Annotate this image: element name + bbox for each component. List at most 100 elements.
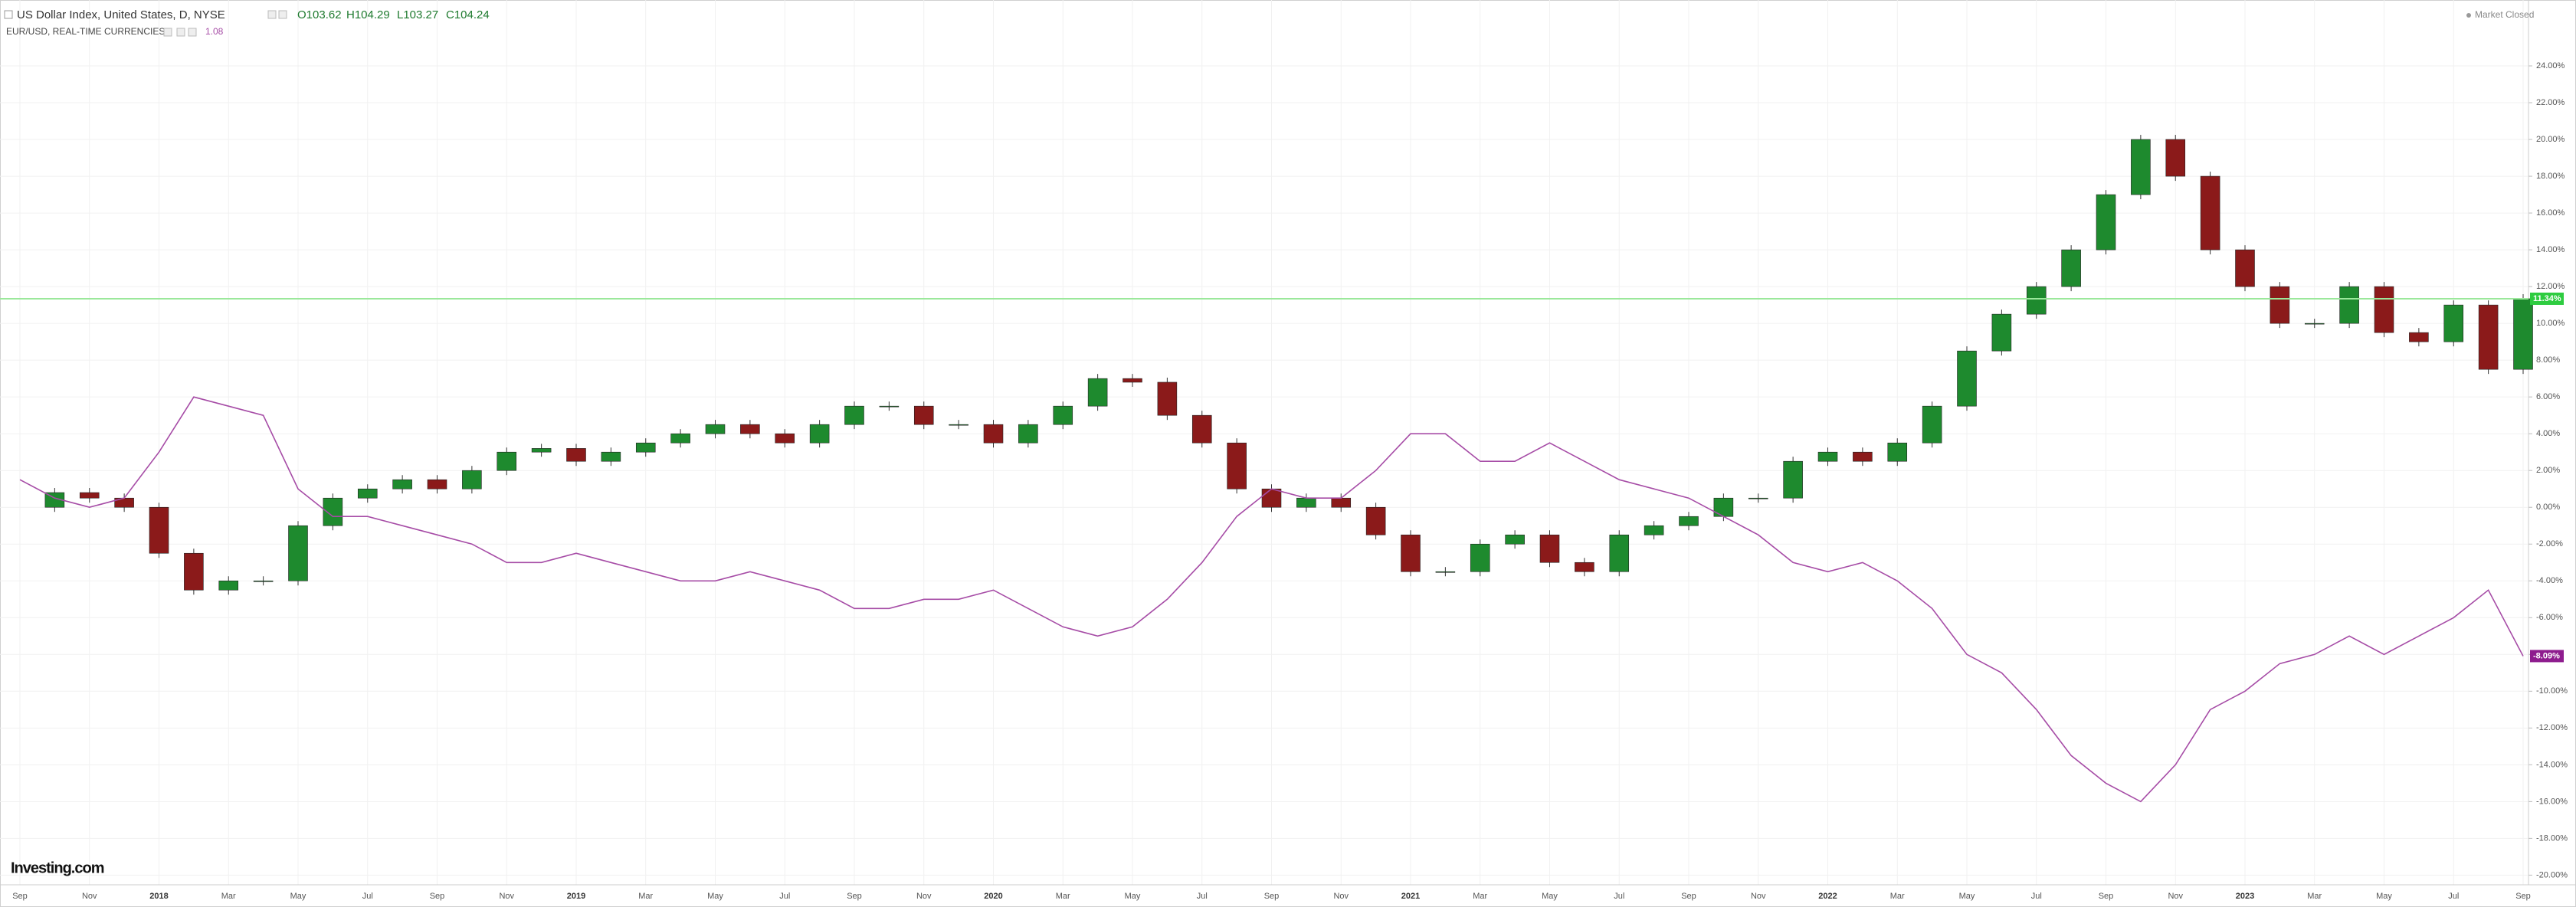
x-tick-label: May	[1125, 892, 1141, 901]
x-tick-label: Jul	[2031, 892, 2042, 901]
candle-body	[601, 451, 621, 462]
grid	[0, 0, 2528, 885]
y-tick-label: 10.00%	[2536, 319, 2565, 328]
collapse-icon[interactable]	[4, 10, 13, 19]
candle-body	[1853, 451, 1873, 462]
candle-body	[1609, 534, 1630, 572]
candle-body	[2061, 249, 2081, 287]
candle-body	[1331, 497, 1352, 508]
candle-body	[427, 479, 447, 490]
candle-body	[1122, 378, 1142, 383]
candle-body	[705, 424, 726, 434]
quote-close: C104.24	[446, 8, 490, 21]
settings-icon[interactable]	[176, 28, 185, 37]
x-tick-label: Sep	[1264, 892, 1280, 901]
x-tick-label: Mar	[2307, 892, 2322, 901]
close-icon[interactable]	[188, 28, 197, 37]
candle-body	[670, 433, 690, 444]
candle-body	[1817, 451, 1838, 462]
candle-body	[1922, 405, 1942, 444]
last-value-badge	[2530, 650, 2564, 663]
candle-body	[497, 451, 517, 471]
x-tick-label: Jul	[1614, 892, 1624, 901]
y-tick-label: -4.00%	[2536, 576, 2563, 585]
y-tick-label: 6.00%	[2536, 392, 2560, 401]
candle-body	[844, 405, 864, 425]
x-tick-label: Mar	[1056, 892, 1070, 901]
x-tick-label: 2021	[1401, 892, 1420, 901]
x-tick-label: Nov	[2168, 892, 2183, 901]
x-tick-label: Sep	[1681, 892, 1696, 901]
candle-body	[2200, 175, 2220, 250]
candle-body	[462, 470, 482, 490]
candle-body	[775, 433, 795, 444]
candle-body	[2026, 286, 2047, 315]
overlay-quote: 1.08	[205, 26, 224, 37]
candle-body	[2096, 194, 2116, 250]
candle-body	[740, 424, 760, 434]
x-tick-label: Mar	[1473, 892, 1487, 901]
candle-body	[1887, 442, 1908, 462]
candle-body	[983, 424, 1004, 444]
x-tick-label: Nov	[499, 892, 514, 901]
candle-body	[1191, 414, 1212, 444]
candle-body	[913, 405, 934, 425]
x-tick-label: Sep	[847, 892, 862, 901]
y-tick-label: -12.00%	[2536, 723, 2568, 732]
x-tick-label: 2023	[2236, 892, 2254, 901]
candle-body	[1783, 460, 1803, 499]
candle-body	[79, 492, 100, 499]
last-value-badge	[2530, 292, 2564, 305]
candle-body	[1679, 516, 1699, 526]
candle-body	[1713, 497, 1734, 517]
quote-open: O103.62	[297, 8, 342, 21]
x-tick-label: Jul	[362, 892, 373, 901]
candle-body	[1748, 497, 1768, 499]
x-tick-label: Sep	[2515, 892, 2531, 901]
candle-body	[1053, 405, 1073, 425]
y-tick-label: 0.00%	[2536, 503, 2560, 512]
candle-body	[1261, 488, 1282, 508]
x-tick-label: May	[1959, 892, 1975, 901]
x-tick-label: Mar	[221, 892, 236, 901]
candle-body	[2443, 304, 2464, 342]
candle-body	[44, 492, 65, 508]
candle-body	[1296, 497, 1316, 508]
settings-icon[interactable]	[163, 28, 172, 37]
series-line	[19, 396, 2524, 803]
candle-body	[1401, 534, 1421, 572]
x-tick-label: May	[290, 892, 306, 901]
x-tick-label: Sep	[430, 892, 445, 901]
y-tick-label: -18.00%	[2536, 833, 2568, 843]
x-tick-label: May	[707, 892, 723, 901]
candle-body	[531, 448, 552, 453]
x-tick-label: Nov	[1751, 892, 1766, 901]
x-tick-label: 2022	[1818, 892, 1837, 901]
candle-body	[149, 506, 169, 554]
candle-body	[1991, 313, 2012, 352]
candle-body	[2165, 139, 2186, 177]
x-tick-label: Sep	[12, 892, 28, 901]
candle-body	[635, 442, 656, 453]
candle-body	[2409, 332, 2429, 342]
close-icon[interactable]	[278, 10, 287, 19]
candle-body	[357, 488, 378, 499]
candle-body	[566, 448, 586, 462]
y-tick-label: 24.00%	[2536, 61, 2565, 70]
y-tick-label: 16.00%	[2536, 208, 2565, 218]
x-tick-label: Jul	[779, 892, 790, 901]
candle-body	[2131, 139, 2151, 195]
x-tick-label: May	[1542, 892, 1558, 901]
brand-logo: Investing.com	[11, 860, 104, 876]
candle-body	[1575, 562, 1594, 572]
x-tick-label: 2020	[984, 892, 1002, 901]
x-tick-label: Mar	[638, 892, 653, 901]
quote-high: H104.29	[346, 8, 390, 21]
candle-body	[1470, 543, 1490, 572]
candle-body	[2235, 249, 2255, 287]
y-tick-label: -14.00%	[2536, 760, 2568, 769]
y-tick-label: 14.00%	[2536, 245, 2565, 254]
y-tick-label: -2.00%	[2536, 539, 2563, 548]
settings-icon[interactable]	[267, 10, 277, 19]
x-tick-label: Nov	[916, 892, 932, 901]
